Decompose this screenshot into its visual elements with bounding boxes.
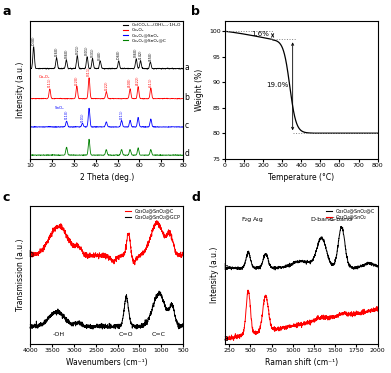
Text: (422): (422) bbox=[136, 76, 140, 85]
Text: (360): (360) bbox=[65, 49, 68, 58]
Text: (101): (101) bbox=[81, 113, 84, 122]
Text: a: a bbox=[184, 63, 189, 72]
Y-axis label: Weight (%): Weight (%) bbox=[195, 69, 204, 111]
Text: (311): (311) bbox=[87, 67, 91, 76]
Legend: Co₃O₄@SnO₂@C, Co₃O₄@SnO₂: Co₃O₄@SnO₂@C, Co₃O₄@SnO₂ bbox=[326, 209, 375, 220]
Text: C=O: C=O bbox=[119, 332, 134, 337]
Text: (142): (142) bbox=[138, 50, 143, 59]
Text: 19.0%: 19.0% bbox=[266, 82, 289, 88]
Text: b: b bbox=[191, 6, 200, 18]
Text: (511): (511) bbox=[149, 77, 153, 87]
Text: (340): (340) bbox=[98, 50, 102, 60]
X-axis label: 2 Theta (deg.): 2 Theta (deg.) bbox=[80, 173, 134, 182]
X-axis label: Temperature (°C): Temperature (°C) bbox=[268, 173, 334, 182]
Text: (321): (321) bbox=[75, 45, 79, 54]
Text: C=C: C=C bbox=[152, 332, 166, 337]
Text: (111): (111) bbox=[48, 77, 52, 87]
Text: (110): (110) bbox=[65, 109, 68, 119]
Text: -OH: -OH bbox=[53, 332, 65, 337]
Text: (331): (331) bbox=[91, 48, 95, 57]
Text: b: b bbox=[184, 93, 189, 102]
Text: (450): (450) bbox=[148, 51, 152, 61]
Text: c: c bbox=[3, 191, 10, 204]
X-axis label: Wavenumbers (cm⁻¹): Wavenumbers (cm⁻¹) bbox=[66, 358, 147, 367]
Text: (060): (060) bbox=[117, 50, 121, 59]
Text: D-band: D-band bbox=[310, 217, 333, 222]
Text: (222): (222) bbox=[104, 81, 108, 90]
Text: b: b bbox=[28, 250, 33, 259]
Text: (211): (211) bbox=[120, 110, 124, 119]
Y-axis label: Intensity (a.u.): Intensity (a.u.) bbox=[210, 247, 219, 303]
Text: (301): (301) bbox=[85, 46, 89, 55]
Text: d: d bbox=[191, 191, 200, 204]
Text: Co₃O₄: Co₃O₄ bbox=[39, 75, 50, 79]
Text: 1.6%: 1.6% bbox=[251, 31, 269, 37]
Text: SnO₂: SnO₂ bbox=[55, 106, 65, 110]
Y-axis label: Intensity (a.u.): Intensity (a.u.) bbox=[16, 62, 25, 118]
Text: (260): (260) bbox=[54, 47, 59, 56]
Text: (220): (220) bbox=[75, 75, 79, 85]
X-axis label: Raman shift (cm⁻¹): Raman shift (cm⁻¹) bbox=[265, 358, 338, 367]
Text: (360): (360) bbox=[134, 48, 138, 57]
Text: (030): (030) bbox=[32, 36, 36, 46]
Legend: Co(CO₃)₀.₅(OH)₀.₁·1H₂O, Co₃O₄, Co₃O₄@SnO₂, Co₃O₄@SnO₂@C: Co(CO₃)₀.₅(OH)₀.₁·1H₂O, Co₃O₄, Co₃O₄@SnO… bbox=[123, 23, 181, 43]
Text: a: a bbox=[28, 322, 33, 331]
Text: d: d bbox=[184, 149, 189, 158]
Text: c: c bbox=[184, 121, 188, 130]
Text: b: b bbox=[224, 263, 228, 272]
Text: A₁g: A₁g bbox=[253, 217, 264, 222]
Text: F₂g: F₂g bbox=[242, 217, 252, 222]
Text: (400): (400) bbox=[128, 78, 132, 87]
Legend: Co₃O₄@SnO₂@C, Co₃O₄@SnO₂@GCP: Co₃O₄@SnO₂@C, Co₃O₄@SnO₂@GCP bbox=[125, 209, 181, 220]
Text: a: a bbox=[224, 335, 228, 344]
Text: G-band: G-band bbox=[330, 217, 353, 222]
Y-axis label: Transmission (a.u.): Transmission (a.u.) bbox=[16, 239, 25, 311]
Text: a: a bbox=[3, 6, 11, 18]
